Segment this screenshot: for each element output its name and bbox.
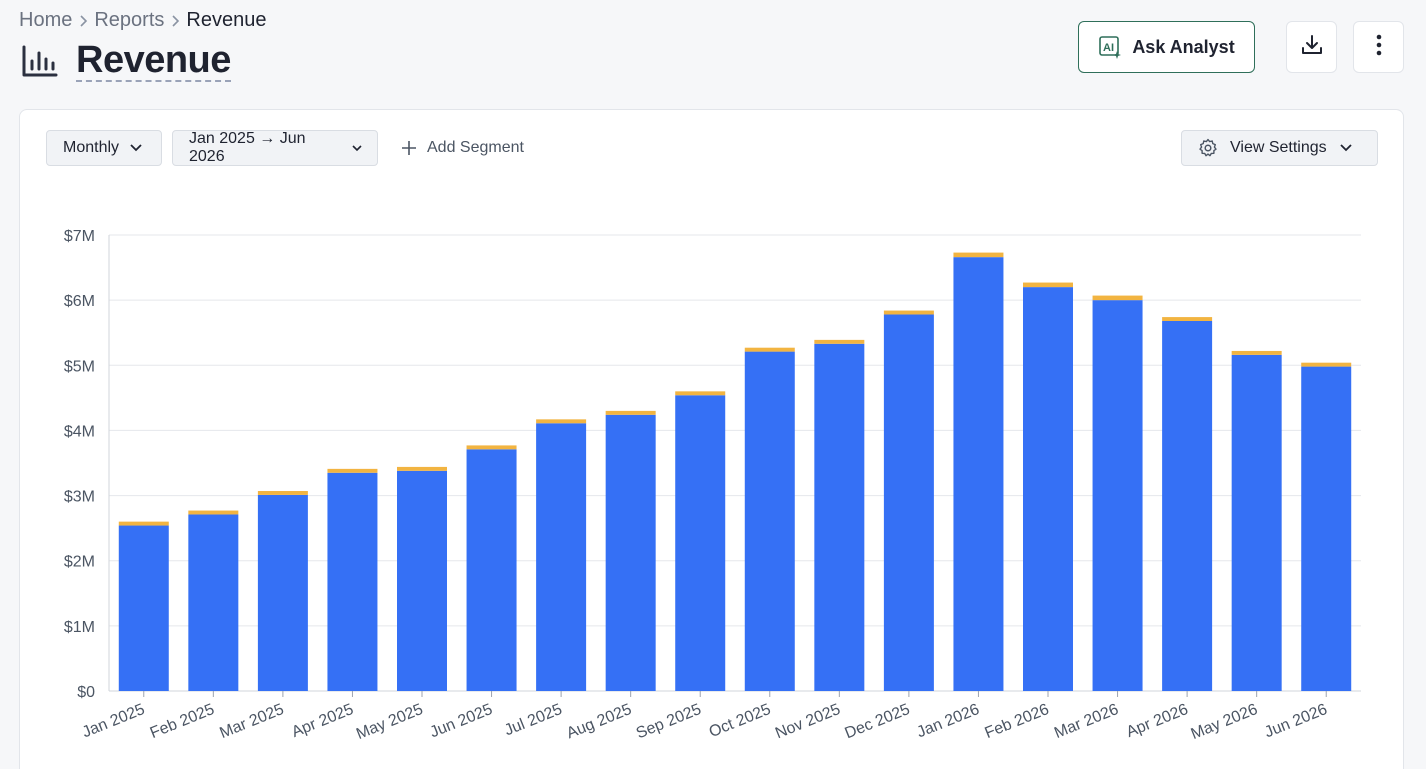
x-tick-label: Jun 2025 xyxy=(428,701,496,741)
granularity-value: Monthly xyxy=(63,139,120,156)
bar xyxy=(814,343,865,691)
chart-card: Monthly Jan 2025 → Jun 2026 Add Segment … xyxy=(19,109,1404,769)
bar xyxy=(1092,300,1143,691)
x-tick-label: Apr 2025 xyxy=(289,701,356,741)
bar-segment-top xyxy=(744,347,795,352)
x-tick-label: Nov 2025 xyxy=(773,701,843,742)
bar xyxy=(397,470,447,691)
breadcrumb-current: Revenue xyxy=(186,9,267,31)
bar xyxy=(536,423,587,691)
bar xyxy=(327,472,378,691)
breadcrumb-home[interactable]: Home xyxy=(19,9,73,31)
bar xyxy=(953,257,1004,691)
x-tick-label: Mar 2025 xyxy=(217,701,286,742)
view-settings-button[interactable]: View Settings xyxy=(1181,130,1378,166)
bar-segment-top xyxy=(257,491,308,495)
bar xyxy=(1162,320,1213,691)
date-range-select[interactable]: Jan 2025 → Jun 2026 xyxy=(172,130,378,166)
more-vertical-icon xyxy=(1376,34,1382,61)
bar-segment-top xyxy=(883,310,934,315)
bar xyxy=(118,525,169,691)
x-tick-label: Jun 2026 xyxy=(1262,701,1330,741)
bar-segment-top xyxy=(1231,350,1282,355)
bar xyxy=(883,314,934,691)
bar xyxy=(744,351,795,691)
x-tick-label: Aug 2025 xyxy=(564,701,634,742)
bar-segment-top xyxy=(466,445,517,450)
date-range-value: Jan 2025 → Jun 2026 xyxy=(189,130,306,165)
bar-segment-top xyxy=(814,339,865,344)
bar xyxy=(675,395,726,691)
bar xyxy=(1301,366,1352,691)
bar-segment-top xyxy=(1023,282,1073,288)
y-tick-label: $4M xyxy=(64,423,95,440)
breadcrumb-reports[interactable]: Reports xyxy=(94,9,165,31)
x-tick-label: Dec 2025 xyxy=(843,701,913,742)
download-button[interactable] xyxy=(1286,21,1337,73)
x-tick-label: May 2025 xyxy=(354,701,426,743)
y-tick-label: $3M xyxy=(64,489,95,506)
breadcrumb: Home Reports Revenue xyxy=(19,9,266,32)
gear-icon xyxy=(1198,138,1218,158)
x-tick-label: Jan 2026 xyxy=(915,701,983,741)
bar-segment-top xyxy=(605,410,656,415)
bar-segment-top xyxy=(188,510,239,515)
y-tick-label: $5M xyxy=(64,358,95,375)
granularity-select[interactable]: Monthly xyxy=(46,130,162,166)
y-tick-label: $2M xyxy=(64,554,95,571)
x-tick-label: Jan 2025 xyxy=(80,701,148,741)
bar-segment-top xyxy=(1301,362,1352,367)
bar-segment-top xyxy=(118,521,169,526)
bar-chart-icon xyxy=(20,41,58,81)
view-settings-label: View Settings xyxy=(1230,139,1327,156)
y-tick-label: $6M xyxy=(64,293,95,310)
bar xyxy=(466,449,517,691)
x-tick-label: Jul 2025 xyxy=(502,701,565,739)
more-options-button[interactable] xyxy=(1353,21,1404,73)
bar-segment-top xyxy=(327,468,378,473)
x-tick-label: Mar 2026 xyxy=(1052,701,1121,742)
bar xyxy=(605,414,656,691)
y-tick-label: $7M xyxy=(64,228,95,245)
bar-segment-top xyxy=(397,466,447,471)
bar xyxy=(1023,287,1073,691)
x-tick-label: Apr 2026 xyxy=(1124,701,1191,741)
chevron-down-icon xyxy=(129,143,143,153)
y-tick-label: $0 xyxy=(77,684,95,701)
x-tick-label: Oct 2025 xyxy=(707,701,774,741)
bar xyxy=(1231,354,1282,691)
add-segment-label: Add Segment xyxy=(427,139,524,156)
x-tick-label: Feb 2026 xyxy=(982,701,1051,742)
x-tick-label: Sep 2025 xyxy=(634,701,704,742)
download-icon xyxy=(1300,33,1324,62)
chevron-down-icon xyxy=(351,143,363,153)
bar-segment-top xyxy=(1092,295,1143,301)
bar xyxy=(188,514,239,691)
add-segment-button[interactable]: Add Segment xyxy=(401,130,524,166)
y-tick-label: $1M xyxy=(64,619,95,636)
chevron-right-icon xyxy=(72,14,94,28)
bar xyxy=(257,494,308,691)
x-tick-label: May 2026 xyxy=(1189,701,1261,743)
bar-segment-top xyxy=(536,419,587,424)
bar-segment-top xyxy=(675,391,726,396)
ask-analyst-button[interactable]: AI Ask Analyst xyxy=(1078,21,1255,73)
chevron-right-icon xyxy=(164,14,186,28)
ai-icon: AI xyxy=(1098,35,1122,59)
x-tick-label: Feb 2025 xyxy=(148,701,217,742)
svg-text:AI: AI xyxy=(1103,42,1114,54)
page-title[interactable]: Revenue xyxy=(76,39,231,82)
plus-icon xyxy=(401,140,417,156)
chevron-down-icon xyxy=(1339,143,1353,153)
bar-segment-top xyxy=(1162,317,1213,321)
bar-segment-top xyxy=(953,252,1004,258)
ask-analyst-label: Ask Analyst xyxy=(1132,36,1235,57)
page-header: Revenue xyxy=(20,40,231,82)
